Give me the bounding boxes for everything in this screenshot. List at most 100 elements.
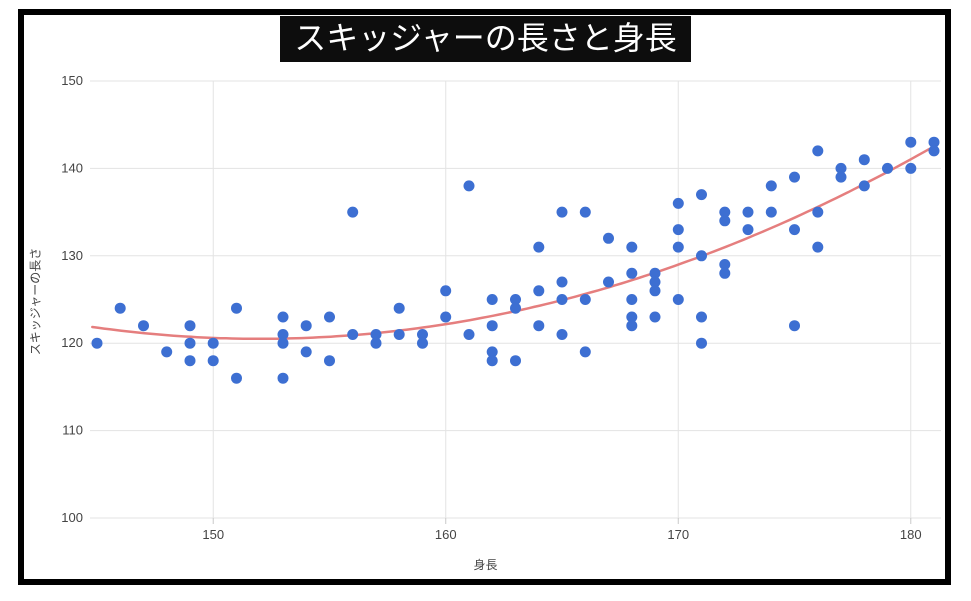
data-point: [556, 206, 568, 218]
x-tick-label: 160: [435, 527, 457, 542]
data-point: [742, 206, 754, 218]
data-point: [533, 320, 545, 332]
trend-line: [91, 147, 931, 341]
data-point: [114, 302, 126, 314]
chart-frame-border: [18, 9, 951, 585]
data-point: [812, 145, 824, 157]
data-point: [556, 276, 568, 288]
y-tick-label: 130: [61, 248, 83, 263]
data-point: [486, 355, 498, 367]
x-tick-label: 150: [202, 527, 224, 542]
data-point: [486, 346, 498, 358]
data-point: [417, 337, 428, 349]
chart-title-text: スキッジャーの長さと身長: [294, 20, 677, 56]
data-point: [347, 329, 359, 340]
data-point: [672, 294, 684, 305]
y-tick-label: 110: [62, 423, 83, 438]
data-point: [672, 241, 684, 253]
y-tick-label: 140: [61, 160, 83, 175]
y-axis-title: スキッジャーの長さ: [28, 247, 43, 356]
data-point: [207, 355, 219, 367]
data-point: [696, 250, 707, 262]
data-point: [161, 346, 173, 358]
data-point: [672, 197, 684, 209]
data-point: [626, 294, 638, 305]
data-point: [370, 329, 382, 340]
data-point: [556, 294, 568, 305]
data-point: [696, 189, 707, 201]
data-point: [370, 337, 382, 349]
data-point: [393, 329, 405, 340]
data-point: [277, 329, 289, 340]
data-point: [393, 302, 405, 314]
data-point: [231, 302, 242, 314]
data-point: [486, 320, 498, 332]
data-point: [789, 320, 800, 332]
data-point: [719, 206, 731, 218]
data-point: [649, 276, 661, 288]
data-point: [463, 329, 475, 340]
data-point: [579, 294, 591, 305]
data-point: [184, 355, 196, 367]
data-point: [858, 154, 870, 166]
data-point: [533, 285, 545, 297]
data-point: [277, 372, 289, 384]
data-point: [603, 232, 614, 244]
data-point: [184, 337, 196, 349]
data-point: [324, 355, 335, 367]
data-point: [486, 294, 498, 305]
data-point: [696, 311, 707, 323]
data-point: [417, 329, 428, 340]
data-point: [277, 337, 289, 349]
data-point: [649, 311, 661, 323]
data-point: [440, 311, 452, 323]
data-point: [928, 145, 940, 157]
data-point: [207, 337, 219, 349]
data-point: [626, 320, 638, 332]
data-point: [510, 355, 521, 367]
data-point: [277, 311, 289, 323]
data-point: [579, 346, 591, 358]
title-row: スキッジャーの長さと身長: [0, 16, 971, 62]
data-point: [905, 136, 917, 148]
data-point: [672, 224, 684, 236]
y-tick-label: 120: [61, 335, 83, 350]
data-point: [812, 206, 824, 218]
data-point: [231, 372, 242, 384]
data-point: [300, 346, 312, 358]
data-point: [510, 302, 521, 314]
data-point: [905, 162, 917, 174]
x-tick-label: 170: [667, 527, 689, 542]
data-point: [91, 337, 103, 349]
x-tick-label: 180: [900, 527, 922, 542]
data-point: [138, 320, 149, 332]
data-point: [835, 171, 847, 183]
data-point: [765, 206, 777, 218]
data-point: [300, 320, 312, 332]
x-axis-title: 身長: [473, 558, 498, 572]
data-point: [603, 276, 614, 288]
data-point: [649, 285, 661, 297]
data-point: [463, 180, 475, 192]
data-point: [765, 180, 777, 192]
data-point: [626, 241, 638, 253]
data-point: [579, 206, 591, 218]
data-point: [742, 224, 754, 236]
data-point: [556, 329, 568, 340]
data-point: [719, 259, 731, 270]
data-point: [533, 241, 545, 253]
data-point: [184, 320, 196, 332]
chart-title: スキッジャーの長さと身長: [280, 16, 691, 62]
data-point: [626, 267, 638, 279]
data-point: [858, 180, 870, 192]
data-point: [789, 171, 800, 183]
data-point: [510, 294, 521, 305]
data-point: [626, 311, 638, 323]
data-point: [719, 267, 731, 279]
data-point: [696, 337, 707, 349]
data-point: [928, 136, 940, 148]
data-point: [882, 162, 893, 174]
data-point: [324, 311, 335, 323]
